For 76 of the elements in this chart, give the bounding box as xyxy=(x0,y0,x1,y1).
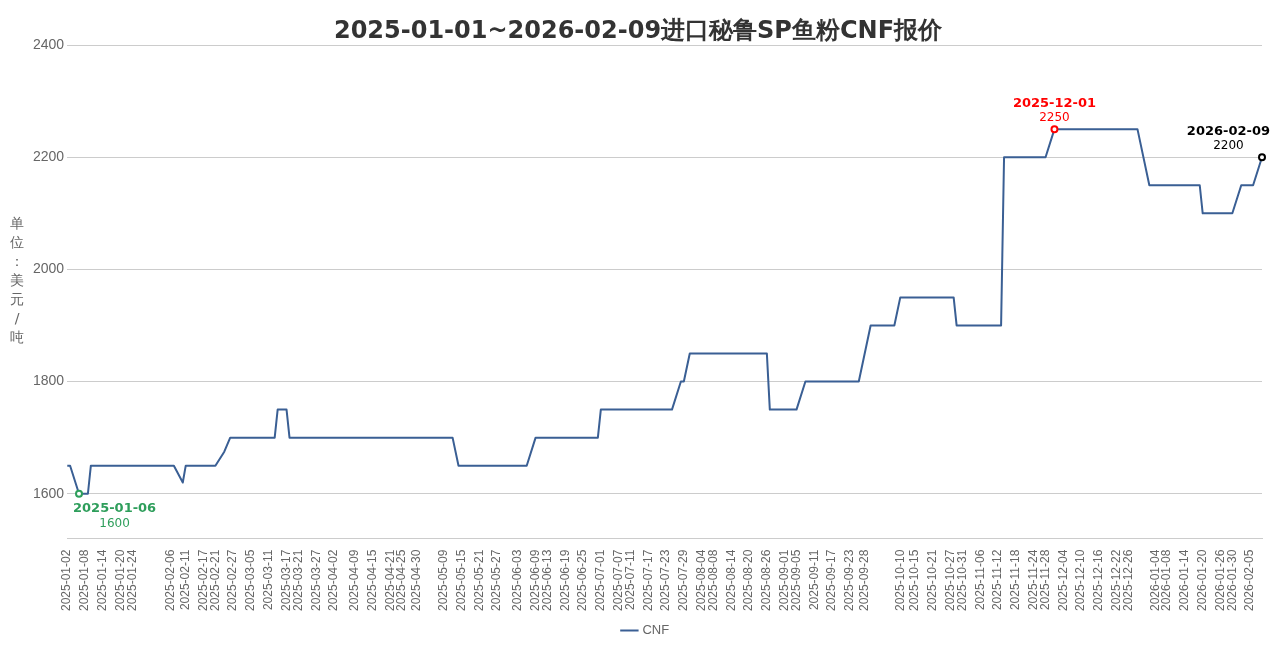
x-tick-label: 2025-06-13 xyxy=(539,549,554,612)
chart-title: 2025-01-01~2026-02-09进口秘鲁SP鱼粉CNF报价 xyxy=(333,16,943,44)
x-tick-label: 2025-04-30 xyxy=(409,549,424,612)
x-tick-label: 2026-01-14 xyxy=(1177,549,1192,612)
x-tick-label: 2025-06-25 xyxy=(575,549,590,612)
x-tick-label: 2025-03-11 xyxy=(261,549,276,611)
x-tick-label: 2025-01-24 xyxy=(124,549,139,612)
x-tick-label: 2026-01-20 xyxy=(1195,549,1210,612)
x-tick-label: 2025-02-21 xyxy=(207,549,222,612)
x-tick-label: 2025-01-20 xyxy=(112,549,127,612)
x-tick-label: 2025-02-11 xyxy=(178,549,193,611)
y-tick-label: 2200 xyxy=(32,148,65,165)
x-tick-label: 2025-08-04 xyxy=(693,549,708,612)
x-tick-label: 2025-04-21 xyxy=(382,549,397,612)
x-tick-label: 2026-01-08 xyxy=(1159,549,1174,612)
x-tick-label: 2025-10-27 xyxy=(943,549,957,612)
x-tick-label: 2025-02-17 xyxy=(195,549,210,612)
x-tick-label: 2025-12-04 xyxy=(1055,549,1070,612)
x-tick-label: 2025-01-14 xyxy=(95,549,110,612)
x-tick-label: 2025-10-21 xyxy=(925,549,940,612)
x-tick-label: 2025-07-23 xyxy=(658,549,673,612)
x-tick-label: 2025-08-14 xyxy=(723,549,738,612)
x-tick-label: 2025-12-10 xyxy=(1073,549,1088,612)
x-tick-label: 2025-04-09 xyxy=(347,549,362,612)
x-tick-label: 2025-07-11 xyxy=(622,549,637,611)
y-axis-title: 单位：美元/吨 xyxy=(10,213,24,347)
x-tick-label: 2025-09-23 xyxy=(842,549,857,612)
x-tick-label: 2026-01-26 xyxy=(1212,549,1227,612)
x-tick-label: 2025-04-25 xyxy=(394,549,409,612)
x-tick-label: 2025-03-05 xyxy=(243,549,258,612)
x-tick-label: 2025-06-09 xyxy=(527,549,542,612)
x-tick-label: 2025-10-10 xyxy=(892,549,907,612)
x-tick-label: 2025-07-17 xyxy=(640,549,655,612)
x-tick-label: 2025-07-29 xyxy=(676,549,691,612)
x-tick-label: 2025-12-16 xyxy=(1091,549,1106,612)
x-tick-label: 2026-01-04 xyxy=(1147,549,1162,612)
y-tick-label: 2000 xyxy=(32,260,65,277)
x-tick-label: 2025-04-02 xyxy=(326,549,341,612)
x-tick-label: 2025-03-27 xyxy=(308,549,323,612)
x-tick-label: 2025-08-08 xyxy=(705,549,720,612)
annotation: 2025-12-01 2250 xyxy=(1012,95,1097,125)
x-tick-label: 2025-03-17 xyxy=(278,549,293,612)
x-tick-label: 2025-05-09 xyxy=(436,549,450,612)
x-tick-label: 2025-05-27 xyxy=(489,549,504,612)
x-tick-label: 2026-01-30 xyxy=(1224,549,1239,612)
x-tick-label: 2025-08-20 xyxy=(741,549,756,612)
x-tick-label: 2025-10-15 xyxy=(907,549,922,612)
x-tick-label: 2025-09-28 xyxy=(857,549,872,612)
x-tick-label: 2025-11-06 xyxy=(972,549,987,611)
x-tick-label: 2026-02-05 xyxy=(1242,549,1257,612)
annotation: 2026-02-09 2200 xyxy=(1186,123,1270,153)
x-tick-label: 2025-01-08 xyxy=(77,549,92,612)
x-tick-label: 2025-04-15 xyxy=(364,549,379,612)
x-tick-label: 2025-11-18 xyxy=(1008,549,1023,611)
y-tick-label: 1800 xyxy=(32,372,65,389)
x-tick-label: 2025-06-03 xyxy=(510,549,525,612)
x-tick-label: 2025-06-19 xyxy=(557,549,572,612)
x-tick-label: 2025-05-21 xyxy=(471,549,486,612)
x-tick-label: 2025-02-27 xyxy=(225,549,240,612)
annotation: 2025-01-06 1600 xyxy=(73,499,157,530)
x-tick-label: 2025-09-11 xyxy=(806,549,821,611)
legend-label: CNF xyxy=(642,622,670,638)
x-tick-label: 2025-07-01 xyxy=(593,549,608,612)
x-tick-label: 2025-09-17 xyxy=(824,549,839,612)
x-tick-label: 2025-07-07 xyxy=(610,549,625,612)
x-tick-label: 2025-03-21 xyxy=(290,549,305,612)
x-tick-label: 2025-11-12 xyxy=(990,549,1005,611)
y-tick-label: 1600 xyxy=(32,484,65,501)
x-tick-label: 2025-09-05 xyxy=(788,549,803,612)
x-tick-label: 2025-05-15 xyxy=(453,549,468,612)
y-tick-label: 2400 xyxy=(32,35,65,52)
x-tick-label: 2025-10-31 xyxy=(954,549,969,612)
x-tick-label: 2025-09-01 xyxy=(776,549,791,612)
x-tick-label: 2025-01-02 xyxy=(59,549,74,612)
x-tick-label: 2025-08-26 xyxy=(759,549,774,612)
x-tick-label: 2025-02-06 xyxy=(163,549,178,612)
